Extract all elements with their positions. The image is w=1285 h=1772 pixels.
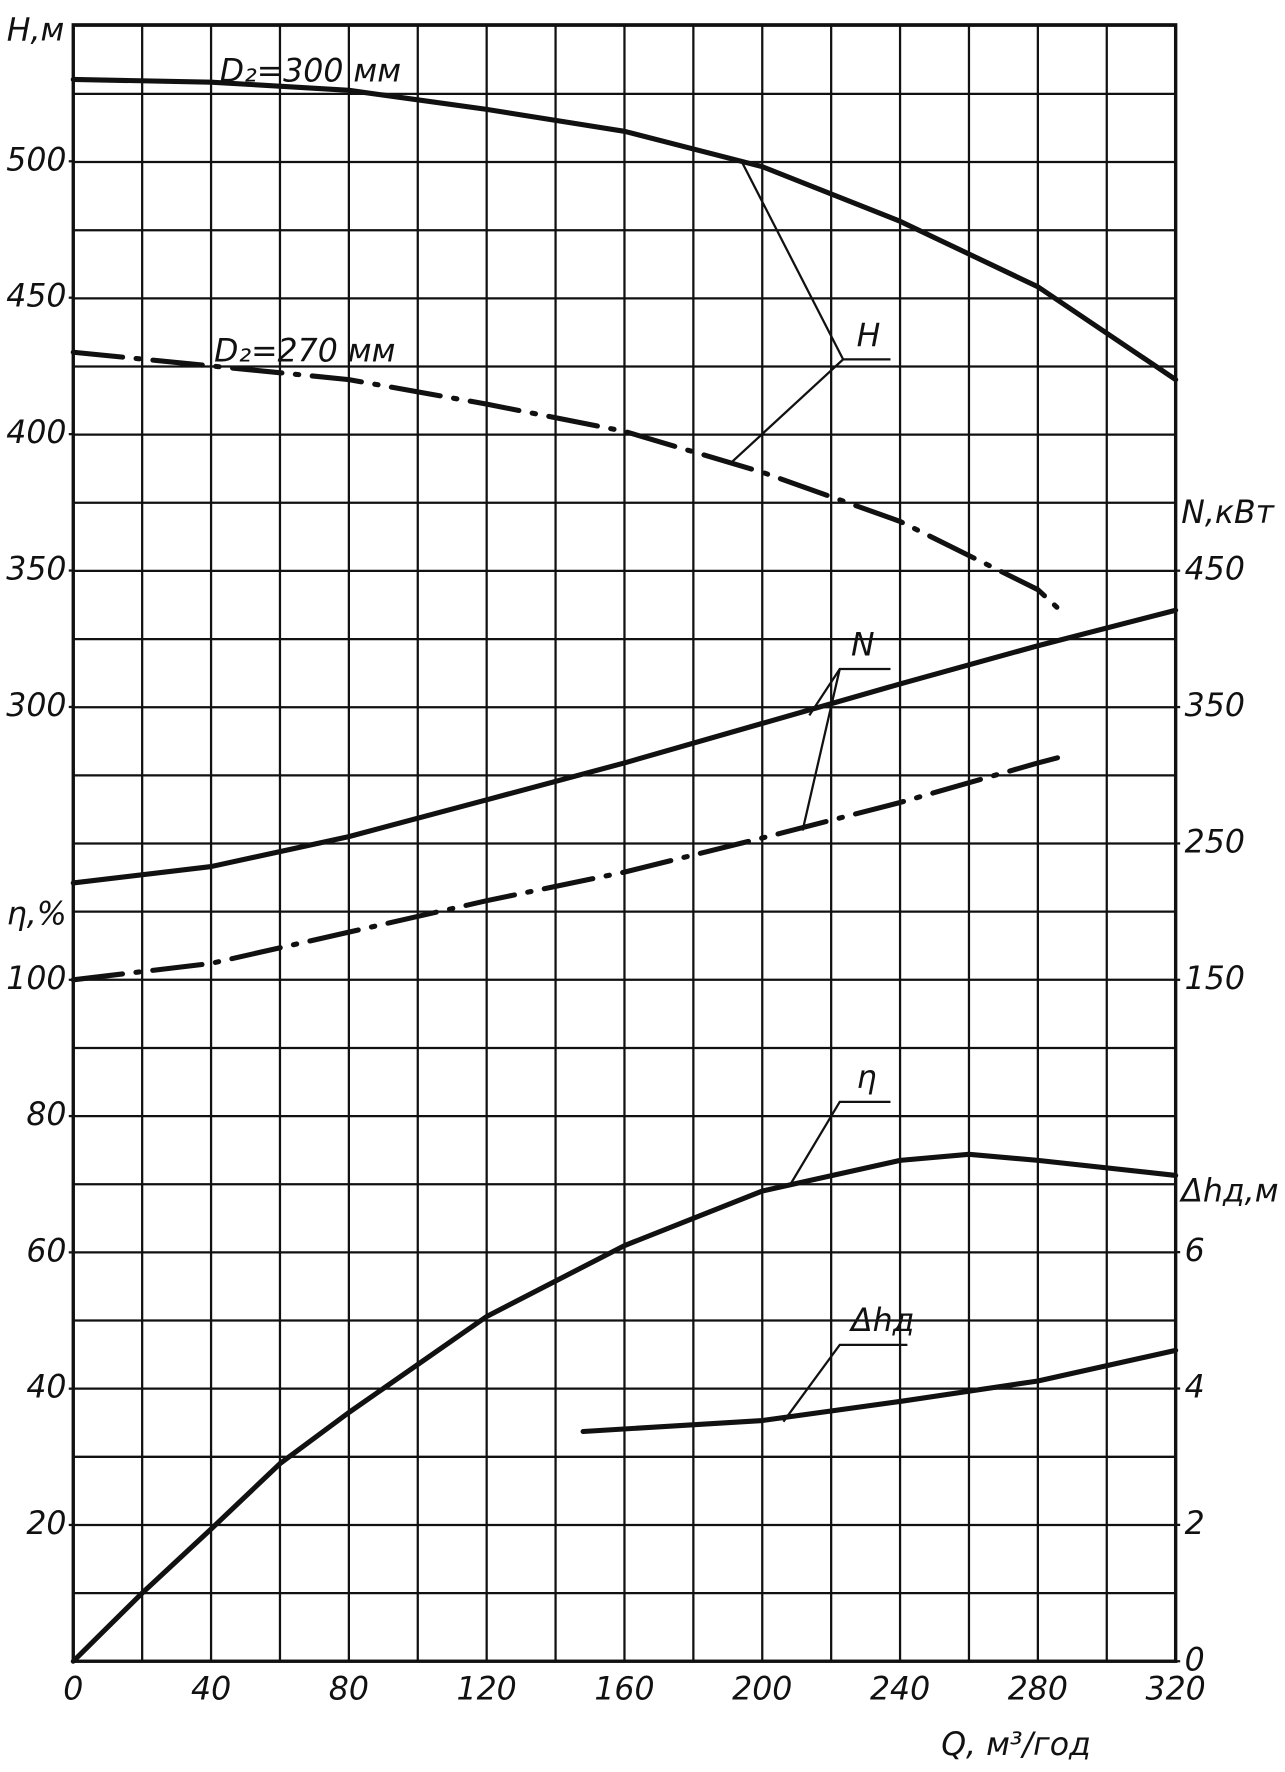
y2-axis-title: N,кВт xyxy=(1181,495,1275,531)
y-tick-label: 500 xyxy=(6,142,66,178)
curve-label: D₂=270 мм xyxy=(214,334,395,370)
leader-line xyxy=(782,1343,908,1423)
curve xyxy=(70,76,1179,383)
y3-tick-label: 100 xyxy=(6,961,66,997)
curve xyxy=(70,754,1062,983)
y3-tick-label: 80 xyxy=(26,1097,66,1133)
x-tick-label: 320 xyxy=(1146,1672,1206,1708)
x-tick-label: 200 xyxy=(732,1672,792,1708)
x-tick-label: 0 xyxy=(63,1672,83,1708)
y2-tick-label: 250 xyxy=(1185,824,1245,860)
x-axis-title: Q, м³/год xyxy=(941,1727,1091,1763)
x-tick-label: 280 xyxy=(1008,1672,1068,1708)
y3-axis-title: η,% xyxy=(7,896,67,932)
y-tick-label: 450 xyxy=(6,279,66,315)
x-tick-label: 240 xyxy=(870,1672,930,1708)
y3-tick-label: 20 xyxy=(26,1506,66,1542)
x-tick-label: 40 xyxy=(191,1672,231,1708)
y3-tick-label: 40 xyxy=(26,1370,66,1406)
curve xyxy=(70,607,1179,886)
y-axis-title: H,м xyxy=(7,13,65,49)
curve-label: N xyxy=(851,627,875,663)
y4-tick-label: 6 xyxy=(1185,1233,1205,1269)
y4-axis-title: Δhд,м xyxy=(1179,1173,1278,1209)
leaders xyxy=(729,161,908,1423)
leader-line xyxy=(729,358,844,465)
curve xyxy=(70,349,1062,612)
curve xyxy=(70,1151,1179,1664)
y2-tick-label: 450 xyxy=(1185,552,1245,588)
y-tick-label: 350 xyxy=(6,552,66,588)
y3-tick-label: 60 xyxy=(26,1233,66,1269)
y-tick-label: 300 xyxy=(6,688,66,724)
y2-tick-label: 350 xyxy=(1185,688,1245,724)
x-tick-label: 80 xyxy=(329,1672,369,1708)
leader-line xyxy=(788,1100,891,1188)
y4-tick-label: 4 xyxy=(1185,1369,1205,1405)
x-tick-label: 160 xyxy=(594,1672,654,1708)
curve-label: Δhд xyxy=(849,1303,914,1339)
curve xyxy=(580,1347,1179,1435)
y-tick-label: 400 xyxy=(6,415,66,451)
curve-label: H xyxy=(857,318,881,354)
y4-tick-label: 2 xyxy=(1185,1506,1205,1542)
leader-line xyxy=(801,668,841,831)
x-tick-label: 120 xyxy=(457,1672,517,1708)
y2-tick-label: 150 xyxy=(1185,961,1245,997)
curve-label: η xyxy=(857,1060,877,1096)
y4-tick-label: 0 xyxy=(1185,1642,1205,1678)
